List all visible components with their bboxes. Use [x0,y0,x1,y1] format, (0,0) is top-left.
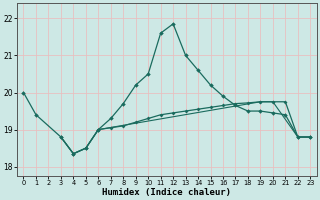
X-axis label: Humidex (Indice chaleur): Humidex (Indice chaleur) [102,188,231,197]
